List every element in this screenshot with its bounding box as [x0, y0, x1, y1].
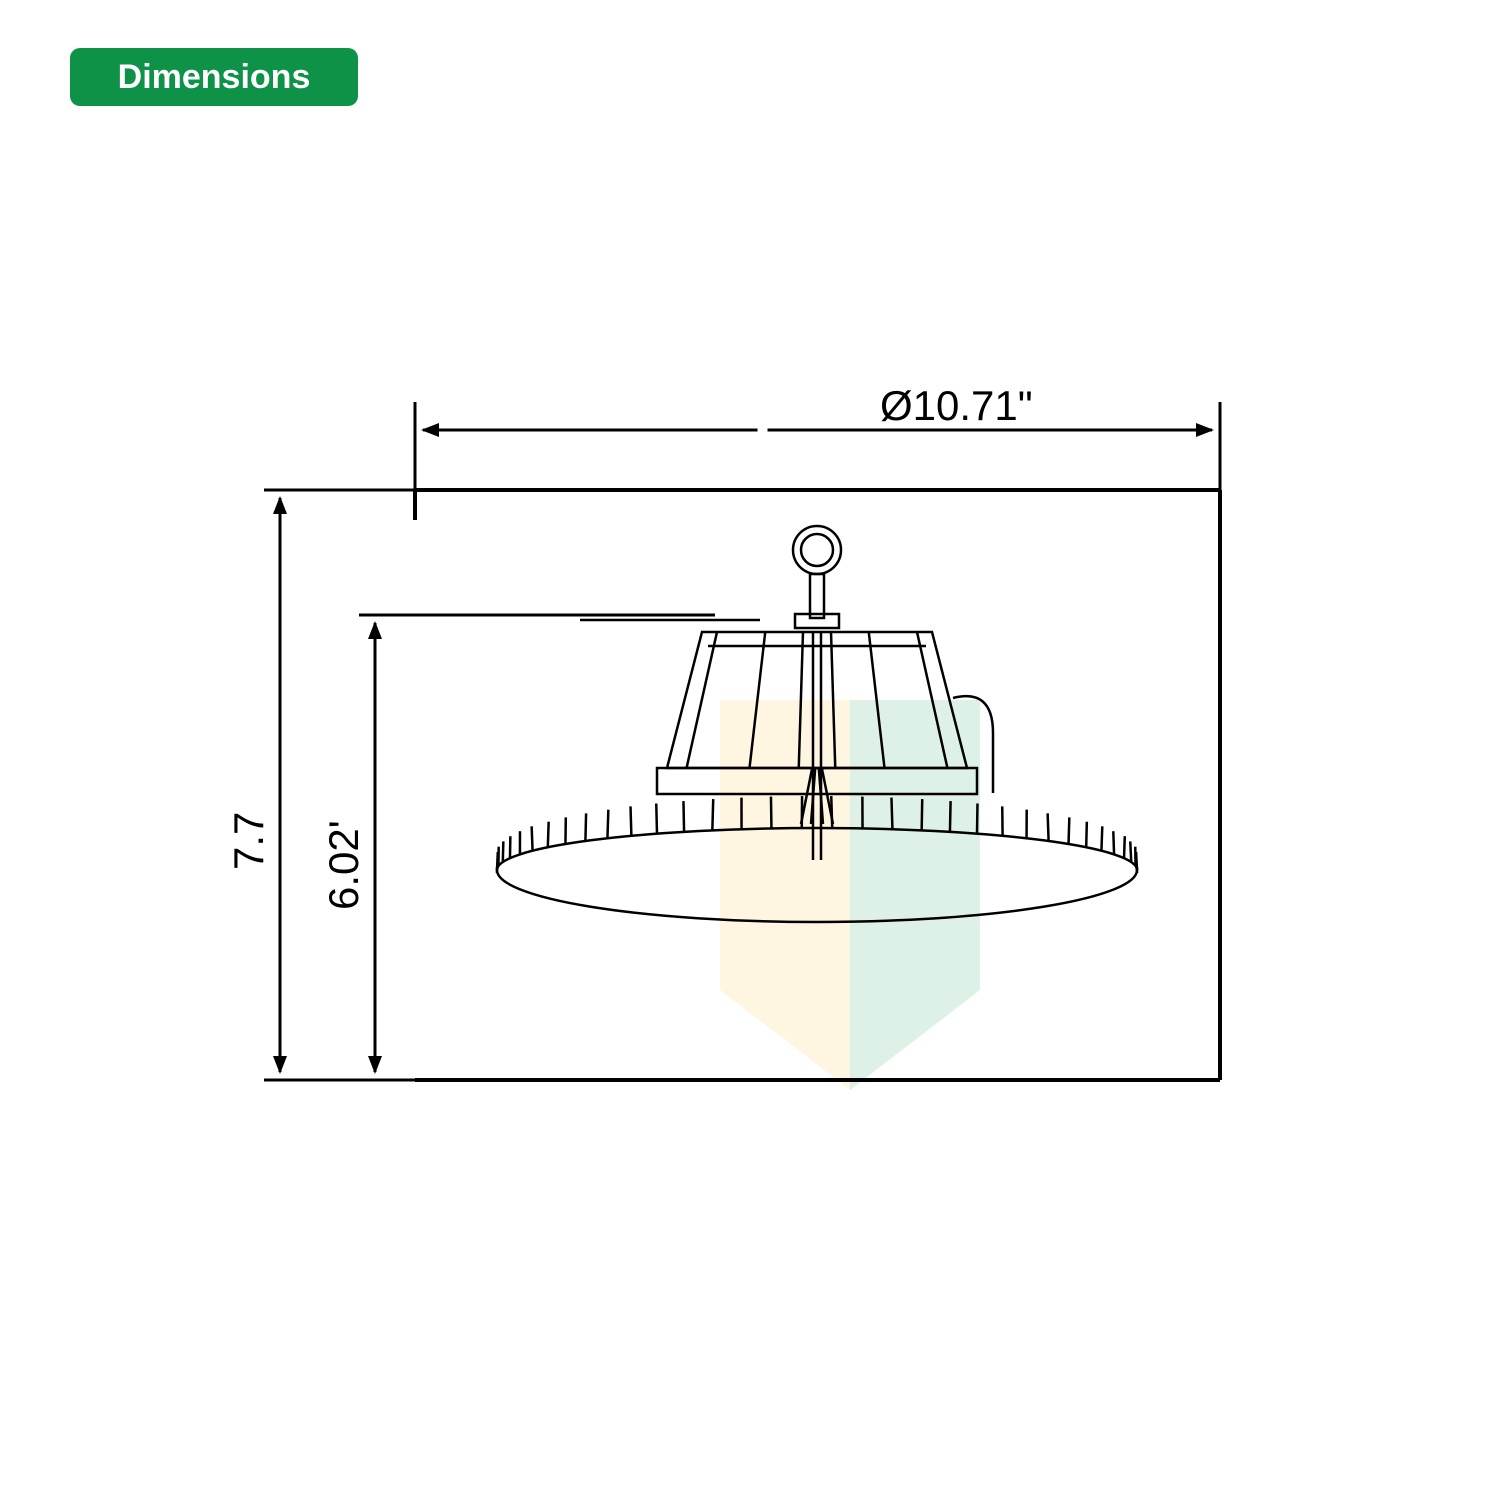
dim-label-diameter: Ø10.71" [880, 382, 1033, 429]
watermark-shape-2 [850, 700, 980, 1090]
dimension-drawing: Ø10.71" 6.02' 7.7 [200, 370, 1300, 1135]
section-badge-label: Dimensions [118, 58, 311, 96]
section-badge: Dimensions [70, 48, 358, 106]
dim-label-height-body: 6.02' [320, 820, 367, 910]
dim-label-height-overall: 7.7 [225, 812, 272, 870]
